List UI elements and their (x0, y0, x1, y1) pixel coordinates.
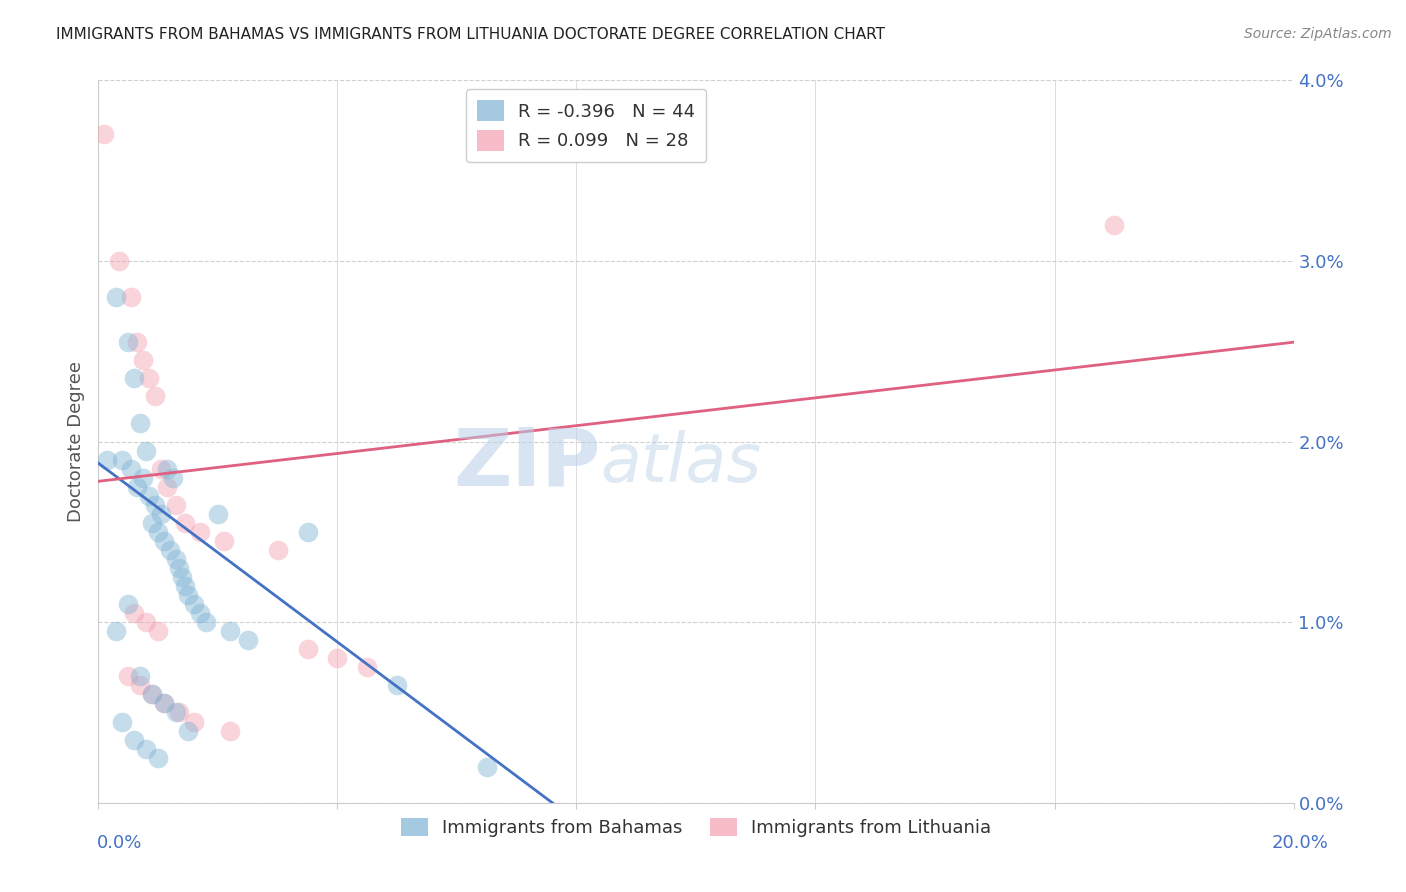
Point (153, 697, 176, 711)
Point (188, 524, 211, 539)
Point (124, 371, 146, 385)
Point (167, 706, 190, 720)
Point (141, 687, 163, 701)
Point (156, 461, 179, 475)
Point (129, 417, 152, 431)
Point (111, 452, 134, 467)
Point (297, 642, 319, 657)
Text: ZIP: ZIP (453, 425, 600, 502)
Point (385, 678, 409, 692)
Point (138, 371, 160, 385)
Point (177, 723, 200, 738)
Point (219, 624, 242, 639)
Point (165, 498, 187, 512)
Point (326, 651, 349, 665)
Point (105, 624, 128, 639)
Text: IMMIGRANTS FROM BAHAMAS VS IMMIGRANTS FROM LITHUANIA DOCTORATE DEGREE CORRELATIO: IMMIGRANTS FROM BAHAMAS VS IMMIGRANTS FR… (56, 27, 886, 42)
Text: 20.0%: 20.0% (1272, 834, 1329, 852)
Point (105, 290, 128, 304)
Point (148, 524, 170, 539)
Point (93, 128, 115, 142)
Point (120, 290, 142, 304)
Point (117, 669, 139, 683)
Point (141, 516, 163, 530)
Point (219, 723, 242, 738)
Point (195, 615, 218, 630)
Text: atlas: atlas (600, 430, 762, 496)
Point (108, 253, 131, 268)
Point (127, 480, 149, 494)
Point (143, 498, 166, 512)
Point (153, 697, 176, 711)
Point (207, 507, 229, 521)
Y-axis label: Doctorate Degree: Doctorate Degree (66, 361, 84, 522)
Point (188, 606, 211, 620)
Point (132, 353, 155, 368)
Point (150, 461, 173, 475)
Point (212, 533, 235, 548)
Point (96, 452, 118, 467)
Point (297, 524, 319, 539)
Point (183, 714, 205, 729)
Point (167, 561, 190, 575)
Legend: Immigrants from Bahamas, Immigrants from Lithuania: Immigrants from Bahamas, Immigrants from… (394, 811, 998, 845)
Point (132, 470, 155, 484)
Point (138, 489, 160, 503)
Point (177, 588, 200, 602)
Point (1104, 218, 1126, 232)
Point (172, 570, 194, 584)
Point (117, 335, 139, 350)
Point (150, 507, 173, 521)
Point (135, 615, 157, 630)
Text: 0.0%: 0.0% (97, 834, 142, 852)
Point (356, 660, 378, 674)
Point (159, 542, 181, 557)
Point (120, 461, 142, 475)
Point (153, 533, 176, 548)
Point (129, 669, 152, 683)
Point (117, 597, 139, 611)
Point (129, 678, 152, 692)
Point (165, 552, 187, 566)
Point (183, 597, 205, 611)
Point (143, 389, 166, 403)
Point (135, 741, 157, 756)
Point (148, 750, 170, 764)
Point (148, 624, 170, 639)
Point (236, 633, 259, 648)
Point (162, 470, 184, 484)
Point (267, 542, 290, 557)
Point (127, 335, 149, 350)
Point (165, 706, 187, 720)
Point (174, 516, 197, 530)
Point (475, 760, 498, 774)
Point (135, 443, 157, 458)
Point (141, 687, 163, 701)
Point (156, 480, 179, 494)
Point (111, 714, 134, 729)
Point (124, 732, 146, 747)
Point (174, 579, 197, 593)
Point (124, 606, 146, 620)
Text: Source: ZipAtlas.com: Source: ZipAtlas.com (1244, 27, 1392, 41)
